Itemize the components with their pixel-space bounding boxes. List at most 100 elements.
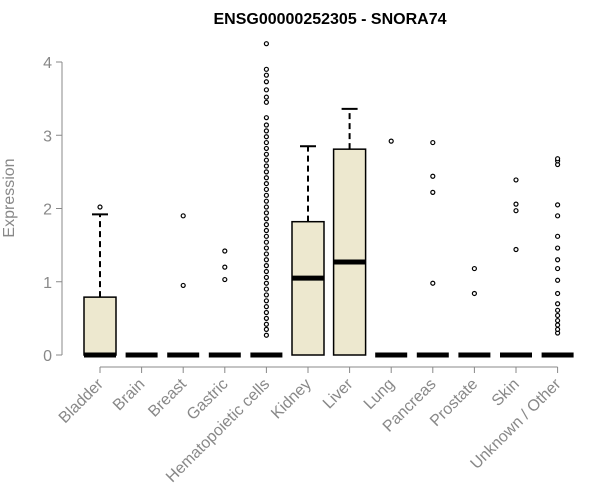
outlier-point: [554, 156, 561, 162]
box-group: [541, 156, 574, 358]
outlier-point: [263, 99, 269, 105]
outlier-point: [430, 139, 436, 146]
box-body: [83, 296, 117, 356]
outlier-point: [513, 246, 519, 253]
outlier-point: [554, 245, 561, 251]
outlier-point: [263, 222, 269, 228]
box-group: [167, 213, 200, 358]
outlier-point: [513, 201, 519, 207]
box-group: [375, 138, 408, 358]
box-group: [332, 107, 367, 356]
x-tick-label: Kidney: [268, 376, 315, 423]
outlier-point: [263, 268, 269, 275]
x-tick-label: Skin: [489, 376, 523, 410]
outlier-point: [263, 286, 269, 292]
x-tick-label: Lung: [361, 376, 398, 413]
outlier-point: [513, 177, 519, 183]
outlier-point: [263, 163, 269, 169]
outlier-point: [263, 251, 269, 257]
box-marks: [83, 41, 574, 358]
y-tick-label: 1: [43, 275, 52, 292]
outlier-point: [263, 94, 269, 100]
outlier-point: [263, 309, 269, 316]
outlier-point: [554, 277, 561, 283]
outlier-point: [263, 151, 269, 157]
outlier-point: [430, 189, 436, 195]
outlier-point: [263, 186, 269, 193]
outlier-point: [430, 280, 436, 286]
outlier-point: [263, 257, 269, 263]
outlier-point: [513, 208, 519, 214]
outlier-point: [97, 204, 103, 210]
box-group: [500, 177, 532, 358]
outlier-point: [554, 290, 561, 297]
outlier-point: [263, 233, 269, 239]
outlier-point: [263, 280, 269, 286]
x-tick-label: Brain: [110, 376, 148, 414]
outlier-point: [263, 139, 269, 146]
y-tick-label: 2: [43, 202, 52, 219]
outlier-point: [263, 128, 269, 134]
outlier-point: [263, 198, 269, 204]
outlier-point: [263, 175, 269, 181]
outlier-point: [430, 173, 436, 179]
box-group: [208, 248, 241, 358]
outlier-point: [554, 257, 561, 263]
outlier-point: [554, 322, 561, 328]
outlier-point: [471, 290, 477, 297]
outlier-point: [388, 138, 394, 144]
outlier-point: [554, 317, 561, 324]
outlier-point: [263, 210, 269, 216]
outlier-point: [263, 192, 269, 198]
outlier-point: [263, 304, 269, 310]
outlier-point: [263, 87, 269, 93]
outlier-point: [263, 41, 269, 47]
outlier-point: [263, 169, 269, 175]
outlier-point: [222, 264, 228, 270]
x-tick-label: Bladder: [56, 375, 107, 426]
outlier-point: [263, 122, 269, 128]
outlier-point: [554, 202, 561, 208]
outlier-point: [263, 204, 269, 210]
outlier-point: [554, 326, 561, 332]
outlier-point: [263, 298, 269, 304]
outlier-point: [180, 282, 186, 289]
outlier-point: [554, 301, 561, 307]
box-group: [291, 145, 325, 356]
y-tick-label: 4: [43, 55, 52, 72]
outlier-point: [263, 216, 269, 222]
box-group: [416, 139, 449, 358]
outlier-point: [263, 134, 269, 140]
outlier-point: [263, 227, 269, 234]
outlier-point: [263, 115, 269, 121]
box-group: [458, 265, 491, 358]
outlier-point: [263, 326, 269, 332]
outlier-point: [263, 66, 269, 72]
box-group: [83, 204, 117, 358]
outlier-point: [554, 265, 561, 272]
box-body: [291, 220, 325, 356]
outlier-point: [263, 79, 269, 85]
outlier-point: [471, 265, 477, 272]
outlier-point: [263, 274, 269, 280]
outlier-point: [222, 248, 228, 254]
outlier-point: [263, 157, 269, 163]
x-tick-label: Breast: [145, 375, 190, 420]
outlier-point: [263, 72, 269, 78]
y-tick-label: 3: [43, 128, 52, 145]
chart-title: ENSG00000252305 - SNORA74: [213, 11, 446, 28]
outlier-point: [263, 292, 269, 298]
x-tick-label: Liver: [320, 375, 357, 412]
box-group: [250, 41, 283, 358]
outlier-point: [554, 233, 561, 239]
outlier-point: [263, 239, 269, 245]
outlier-point: [263, 180, 269, 187]
outlier-point: [263, 332, 269, 338]
outlier-point: [222, 276, 228, 283]
outlier-point: [554, 213, 561, 219]
y-tick-label: 0: [43, 348, 52, 365]
outlier-point: [263, 245, 269, 251]
y-axis-label: Expression: [1, 158, 18, 237]
box-body: [332, 148, 367, 356]
